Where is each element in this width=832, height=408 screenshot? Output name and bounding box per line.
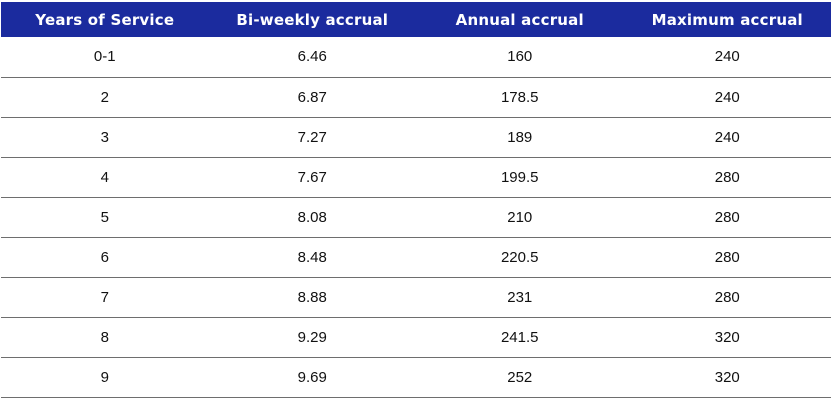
cell-maximum: 280: [623, 237, 831, 278]
cell-maximum: 240: [623, 77, 831, 118]
cell-biweekly: 9.69: [208, 357, 416, 398]
cell-maximum: 280: [623, 197, 831, 238]
cell-years: 8: [1, 317, 209, 358]
cell-biweekly: 9.29: [208, 317, 416, 358]
cell-maximum: 320: [623, 317, 831, 358]
table-header: Years of Service Bi-weekly accrual Annua…: [1, 2, 831, 37]
cell-maximum: 240: [623, 37, 831, 78]
table-row: 9 9.69 252 320: [1, 357, 831, 398]
cell-biweekly: 8.08: [208, 197, 416, 238]
accrual-table: Years of Service Bi-weekly accrual Annua…: [1, 2, 831, 398]
cell-annual: 231: [416, 277, 624, 318]
cell-years: 6: [1, 237, 209, 278]
table-body: 0-1 6.46 160 240 2 6.87 178.5 240 3 7.27…: [1, 37, 831, 398]
cell-biweekly: 6.87: [208, 77, 416, 118]
cell-biweekly: 6.46: [208, 37, 416, 78]
table-row: 8 9.29 241.5 320: [1, 317, 831, 358]
table-row: 0-1 6.46 160 240: [1, 37, 831, 78]
table-row: 6 8.48 220.5 280: [1, 237, 831, 278]
cell-maximum: 240: [623, 117, 831, 158]
column-header-years-of-service: Years of Service: [1, 2, 209, 37]
cell-annual: 241.5: [416, 317, 624, 358]
cell-maximum: 320: [623, 357, 831, 398]
table-row: 4 7.67 199.5 280: [1, 157, 831, 198]
cell-biweekly: 7.27: [208, 117, 416, 158]
cell-biweekly: 8.88: [208, 277, 416, 318]
cell-years: 0-1: [1, 37, 209, 78]
cell-years: 3: [1, 117, 209, 158]
cell-maximum: 280: [623, 277, 831, 318]
cell-maximum: 280: [623, 157, 831, 198]
cell-years: 9: [1, 357, 209, 398]
cell-annual: 252: [416, 357, 624, 398]
column-header-maximum-accrual: Maximum accrual: [623, 2, 831, 37]
cell-biweekly: 7.67: [208, 157, 416, 198]
cell-years: 5: [1, 197, 209, 238]
cell-annual: 160: [416, 37, 624, 78]
table-row: 5 8.08 210 280: [1, 197, 831, 238]
column-header-biweekly-accrual: Bi-weekly accrual: [208, 2, 416, 37]
cell-years: 2: [1, 77, 209, 118]
table-row: 7 8.88 231 280: [1, 277, 831, 318]
cell-years: 4: [1, 157, 209, 198]
table-row: 2 6.87 178.5 240: [1, 77, 831, 118]
cell-annual: 178.5: [416, 77, 624, 118]
cell-annual: 189: [416, 117, 624, 158]
cell-years: 7: [1, 277, 209, 318]
cell-annual: 210: [416, 197, 624, 238]
cell-annual: 199.5: [416, 157, 624, 198]
cell-annual: 220.5: [416, 237, 624, 278]
header-row: Years of Service Bi-weekly accrual Annua…: [1, 2, 831, 37]
table-row: 3 7.27 189 240: [1, 117, 831, 158]
column-header-annual-accrual: Annual accrual: [416, 2, 624, 37]
cell-biweekly: 8.48: [208, 237, 416, 278]
